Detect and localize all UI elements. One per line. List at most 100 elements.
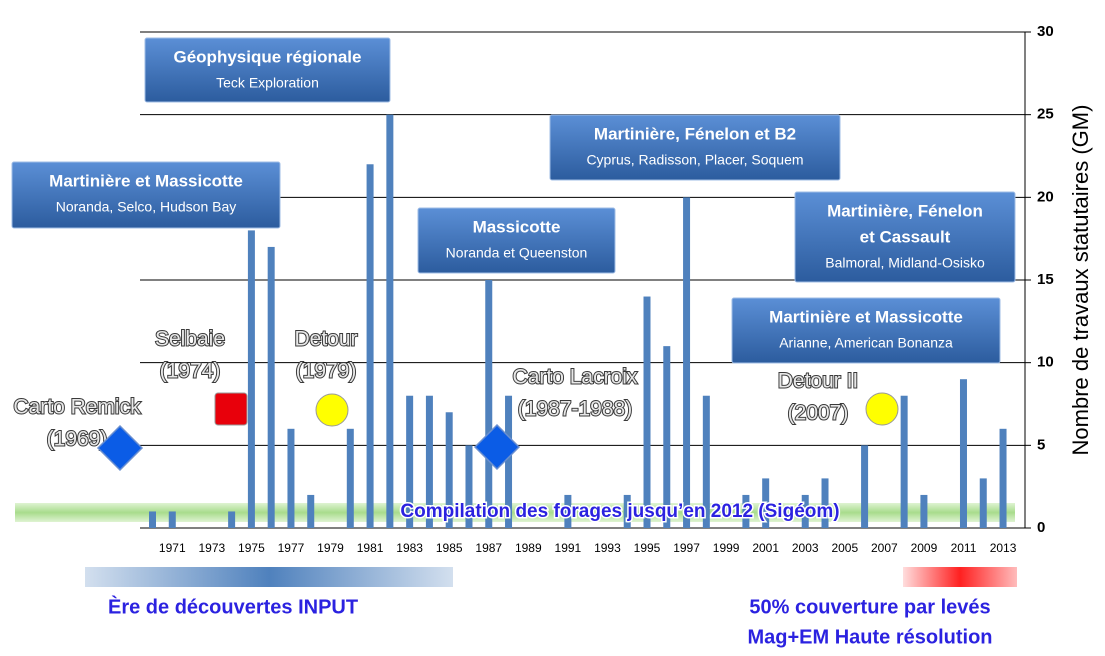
x-tick-label: 1993 bbox=[594, 541, 621, 555]
x-tick-label: 2003 bbox=[792, 541, 819, 555]
x-tick-label: 1975 bbox=[238, 541, 265, 555]
bar bbox=[406, 395, 414, 528]
callout-title: Martinière et Massicotte bbox=[49, 171, 243, 190]
bar bbox=[267, 246, 275, 528]
bar bbox=[425, 395, 433, 528]
bar bbox=[999, 428, 1007, 528]
event-marker bbox=[96, 424, 144, 472]
bar bbox=[900, 395, 908, 528]
bar bbox=[386, 114, 394, 529]
x-tick-label: 1973 bbox=[198, 541, 225, 555]
event-label: Carto Remick bbox=[13, 396, 141, 419]
bar bbox=[920, 494, 928, 528]
y-tick-label: 10 bbox=[1037, 354, 1054, 371]
x-tick-label: 1977 bbox=[278, 541, 305, 555]
bar bbox=[623, 494, 631, 528]
bar bbox=[485, 280, 493, 528]
bar bbox=[643, 296, 651, 528]
callout-subtitle: Teck Exploration bbox=[216, 75, 319, 91]
bar bbox=[762, 478, 770, 528]
bar bbox=[307, 494, 315, 528]
event-marker bbox=[473, 423, 521, 471]
callout-title: et Cassault bbox=[860, 227, 951, 246]
event-label: Detour II bbox=[778, 370, 859, 393]
callout-box bbox=[549, 114, 841, 181]
callout-title: Martinière, Fénelon bbox=[827, 201, 983, 220]
event-label: (1979) bbox=[296, 360, 357, 383]
event-label: (2007) bbox=[788, 402, 849, 425]
x-tick-label: 1979 bbox=[317, 541, 344, 555]
x-tick-label: 1989 bbox=[515, 541, 542, 555]
callout-box bbox=[144, 37, 391, 103]
y-tick-label: 15 bbox=[1037, 271, 1054, 288]
bar bbox=[564, 494, 572, 528]
y-tick-label: 30 bbox=[1037, 23, 1054, 40]
bar bbox=[287, 428, 295, 528]
x-tick-label: 2011 bbox=[951, 541, 977, 555]
period-bar bbox=[85, 567, 453, 587]
event-label: Carto Lacroix bbox=[513, 366, 638, 389]
period-label: Ère de découvertes INPUT bbox=[108, 595, 358, 618]
bar bbox=[247, 230, 255, 528]
bar bbox=[346, 428, 354, 528]
y-tick-label: 25 bbox=[1037, 106, 1054, 123]
x-tick-label: 1995 bbox=[634, 541, 661, 555]
x-tick-label: 2013 bbox=[990, 541, 1017, 555]
callout-box bbox=[11, 161, 281, 229]
bar bbox=[465, 445, 473, 528]
callout-title: Martinière, Fénelon et B2 bbox=[594, 124, 796, 143]
event-label: (1974) bbox=[160, 360, 221, 383]
bar bbox=[959, 379, 967, 528]
x-tick-label: 1999 bbox=[713, 541, 740, 555]
x-tick-label: 2001 bbox=[752, 541, 779, 555]
x-tick-label: 1981 bbox=[357, 541, 384, 555]
callout-title: Martinière et Massicotte bbox=[769, 307, 963, 326]
bar bbox=[505, 395, 513, 528]
period-bar bbox=[903, 567, 1017, 587]
event-marker bbox=[214, 392, 248, 426]
callout-subtitle: Noranda et Queenston bbox=[446, 245, 588, 261]
callout-title: Géophysique régionale bbox=[174, 47, 362, 66]
bar bbox=[683, 197, 691, 529]
bar bbox=[979, 478, 987, 528]
x-tick-label: 1983 bbox=[396, 541, 423, 555]
x-tick-label: 1997 bbox=[673, 541, 700, 555]
bar bbox=[861, 445, 869, 528]
x-tick-label: 1987 bbox=[475, 541, 502, 555]
bar bbox=[702, 395, 710, 528]
y-tick-label: 20 bbox=[1037, 188, 1054, 205]
event-label: Detour bbox=[294, 328, 357, 351]
callout-box bbox=[731, 297, 1001, 364]
event-marker bbox=[865, 392, 899, 426]
bar bbox=[366, 164, 374, 528]
x-tick-label: 1971 bbox=[159, 541, 186, 555]
x-tick-label: 2009 bbox=[911, 541, 938, 555]
bar bbox=[149, 511, 156, 528]
event-label: (1987-1988) bbox=[518, 398, 632, 421]
bar bbox=[228, 511, 236, 528]
bar bbox=[445, 412, 453, 528]
callout-title: Massicotte bbox=[473, 217, 561, 236]
callout-subtitle: Noranda, Selco, Hudson Bay bbox=[56, 199, 237, 215]
band-label: Compilation des forages jusqu’en 2012 (S… bbox=[400, 501, 839, 522]
y-tick-label: 5 bbox=[1037, 436, 1045, 453]
y-tick-label: 0 bbox=[1037, 519, 1045, 536]
period-label: Mag+EM Haute résolution bbox=[747, 626, 992, 648]
bar bbox=[168, 511, 176, 528]
bar bbox=[663, 346, 671, 528]
x-tick-label: 1991 bbox=[555, 541, 582, 555]
y-axis-title: Nombre de travaux statutaires (GM) bbox=[1068, 105, 1093, 456]
x-tick-label: 2005 bbox=[831, 541, 858, 555]
callout-box bbox=[417, 207, 616, 274]
callout-subtitle: Balmoral, Midland-Osisko bbox=[825, 255, 985, 271]
callout-box bbox=[794, 191, 1016, 283]
bar bbox=[801, 494, 809, 528]
callout-subtitle: Cyprus, Radisson, Placer, Soquem bbox=[586, 152, 803, 168]
x-tick-label: 1985 bbox=[436, 541, 463, 555]
bar bbox=[821, 478, 829, 528]
period-label: 50% couverture par levés bbox=[749, 596, 990, 618]
event-label: Selbaie bbox=[155, 328, 225, 351]
bar bbox=[742, 494, 750, 528]
x-tick-label: 2007 bbox=[871, 541, 898, 555]
